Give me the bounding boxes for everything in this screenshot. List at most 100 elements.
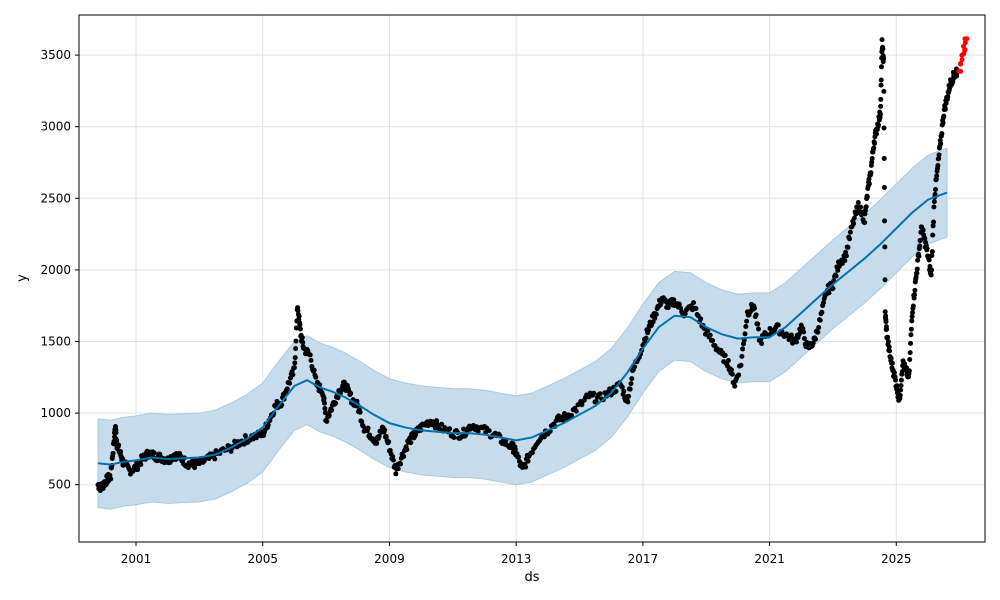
observed-point bbox=[645, 327, 651, 333]
observed-point bbox=[475, 428, 481, 434]
observed-point bbox=[866, 181, 872, 187]
observed-point bbox=[826, 290, 832, 296]
observed-point bbox=[910, 310, 916, 316]
observed-point bbox=[451, 435, 457, 441]
observed-point bbox=[847, 236, 853, 242]
observed-point bbox=[593, 399, 599, 405]
x-axis-label: ds bbox=[524, 570, 539, 585]
observed-point bbox=[118, 449, 124, 455]
observed-points bbox=[95, 37, 959, 493]
observed-point bbox=[933, 187, 939, 193]
observed-point bbox=[652, 315, 658, 321]
observed-point bbox=[710, 337, 716, 343]
observed-point bbox=[916, 253, 922, 259]
observed-point bbox=[882, 277, 888, 283]
observed-point bbox=[625, 399, 631, 405]
observed-point bbox=[413, 432, 419, 438]
observed-point bbox=[885, 339, 891, 345]
observed-point bbox=[512, 447, 518, 453]
x-tick-label: 2021 bbox=[754, 552, 785, 566]
observed-point bbox=[113, 430, 119, 436]
observed-point bbox=[920, 227, 926, 233]
observed-point bbox=[820, 300, 826, 306]
observed-point bbox=[815, 329, 821, 335]
uncertainty-band bbox=[97, 147, 948, 510]
observed-point bbox=[871, 145, 877, 151]
observed-point bbox=[869, 159, 875, 165]
observed-point bbox=[386, 439, 392, 445]
observed-point bbox=[395, 466, 401, 472]
observed-point bbox=[408, 440, 414, 446]
x-tick-label: 2017 bbox=[628, 552, 659, 566]
observed-point bbox=[435, 422, 441, 428]
observed-point bbox=[523, 464, 529, 470]
observed-point bbox=[882, 309, 888, 315]
recent-observed-point bbox=[962, 36, 968, 42]
observed-point bbox=[439, 421, 445, 427]
observed-point bbox=[665, 305, 671, 311]
observed-point bbox=[291, 365, 297, 371]
observed-point bbox=[295, 308, 301, 314]
observed-point bbox=[884, 326, 890, 332]
observed-point bbox=[151, 450, 157, 456]
observed-point bbox=[863, 204, 869, 210]
observed-point bbox=[691, 300, 697, 306]
observed-point bbox=[886, 344, 892, 350]
observed-point bbox=[307, 352, 313, 358]
observed-point bbox=[922, 236, 928, 242]
x-tick-label: 2001 bbox=[121, 552, 152, 566]
observed-point bbox=[729, 367, 735, 373]
observed-point bbox=[382, 427, 388, 433]
observed-point bbox=[931, 199, 937, 205]
observed-point bbox=[819, 309, 825, 315]
observed-point bbox=[889, 360, 895, 366]
observed-point bbox=[915, 257, 921, 263]
observed-point bbox=[945, 94, 951, 100]
y-tick-label: 3000 bbox=[40, 120, 71, 134]
observed-point bbox=[292, 355, 298, 361]
observed-point bbox=[698, 316, 704, 322]
observed-point bbox=[324, 418, 330, 424]
observed-point bbox=[874, 131, 880, 137]
observed-point bbox=[908, 326, 914, 332]
observed-point bbox=[912, 292, 918, 298]
observed-point bbox=[682, 311, 688, 317]
observed-point bbox=[908, 332, 914, 338]
observed-point bbox=[935, 162, 941, 168]
observed-point bbox=[775, 322, 781, 328]
observed-point bbox=[881, 88, 887, 94]
observed-point bbox=[740, 346, 746, 352]
observed-point bbox=[114, 438, 120, 444]
observed-point bbox=[913, 274, 919, 280]
observed-point bbox=[894, 383, 900, 389]
observed-point bbox=[693, 306, 699, 312]
observed-point bbox=[940, 120, 946, 126]
observed-point bbox=[929, 249, 935, 255]
x-axis-ticks: 2001 2005 2009 2013 2017 2021 2025 bbox=[121, 542, 912, 566]
observed-point bbox=[743, 323, 749, 329]
recent-observed-point bbox=[956, 68, 962, 74]
observed-point bbox=[917, 243, 923, 249]
observed-point bbox=[365, 425, 371, 431]
y-axis-label: y bbox=[15, 274, 30, 282]
observed-point bbox=[308, 357, 314, 363]
recent-observed-point bbox=[961, 43, 967, 49]
observed-point bbox=[707, 332, 713, 338]
observed-point bbox=[855, 199, 861, 205]
observed-point bbox=[755, 321, 761, 327]
observed-point bbox=[898, 377, 904, 383]
observed-point bbox=[941, 113, 947, 119]
forecast-line bbox=[97, 191, 948, 466]
observed-point bbox=[914, 266, 920, 272]
recent-observed-point bbox=[962, 47, 968, 53]
y-tick-label: 2000 bbox=[40, 263, 71, 277]
observed-point bbox=[621, 388, 627, 394]
observed-point bbox=[756, 326, 761, 332]
observed-point bbox=[909, 318, 915, 324]
observed-point bbox=[891, 370, 897, 376]
observed-point bbox=[729, 371, 735, 377]
observed-point bbox=[619, 384, 625, 390]
observed-point bbox=[938, 141, 944, 147]
observed-point bbox=[135, 467, 141, 473]
observed-point bbox=[591, 390, 597, 396]
